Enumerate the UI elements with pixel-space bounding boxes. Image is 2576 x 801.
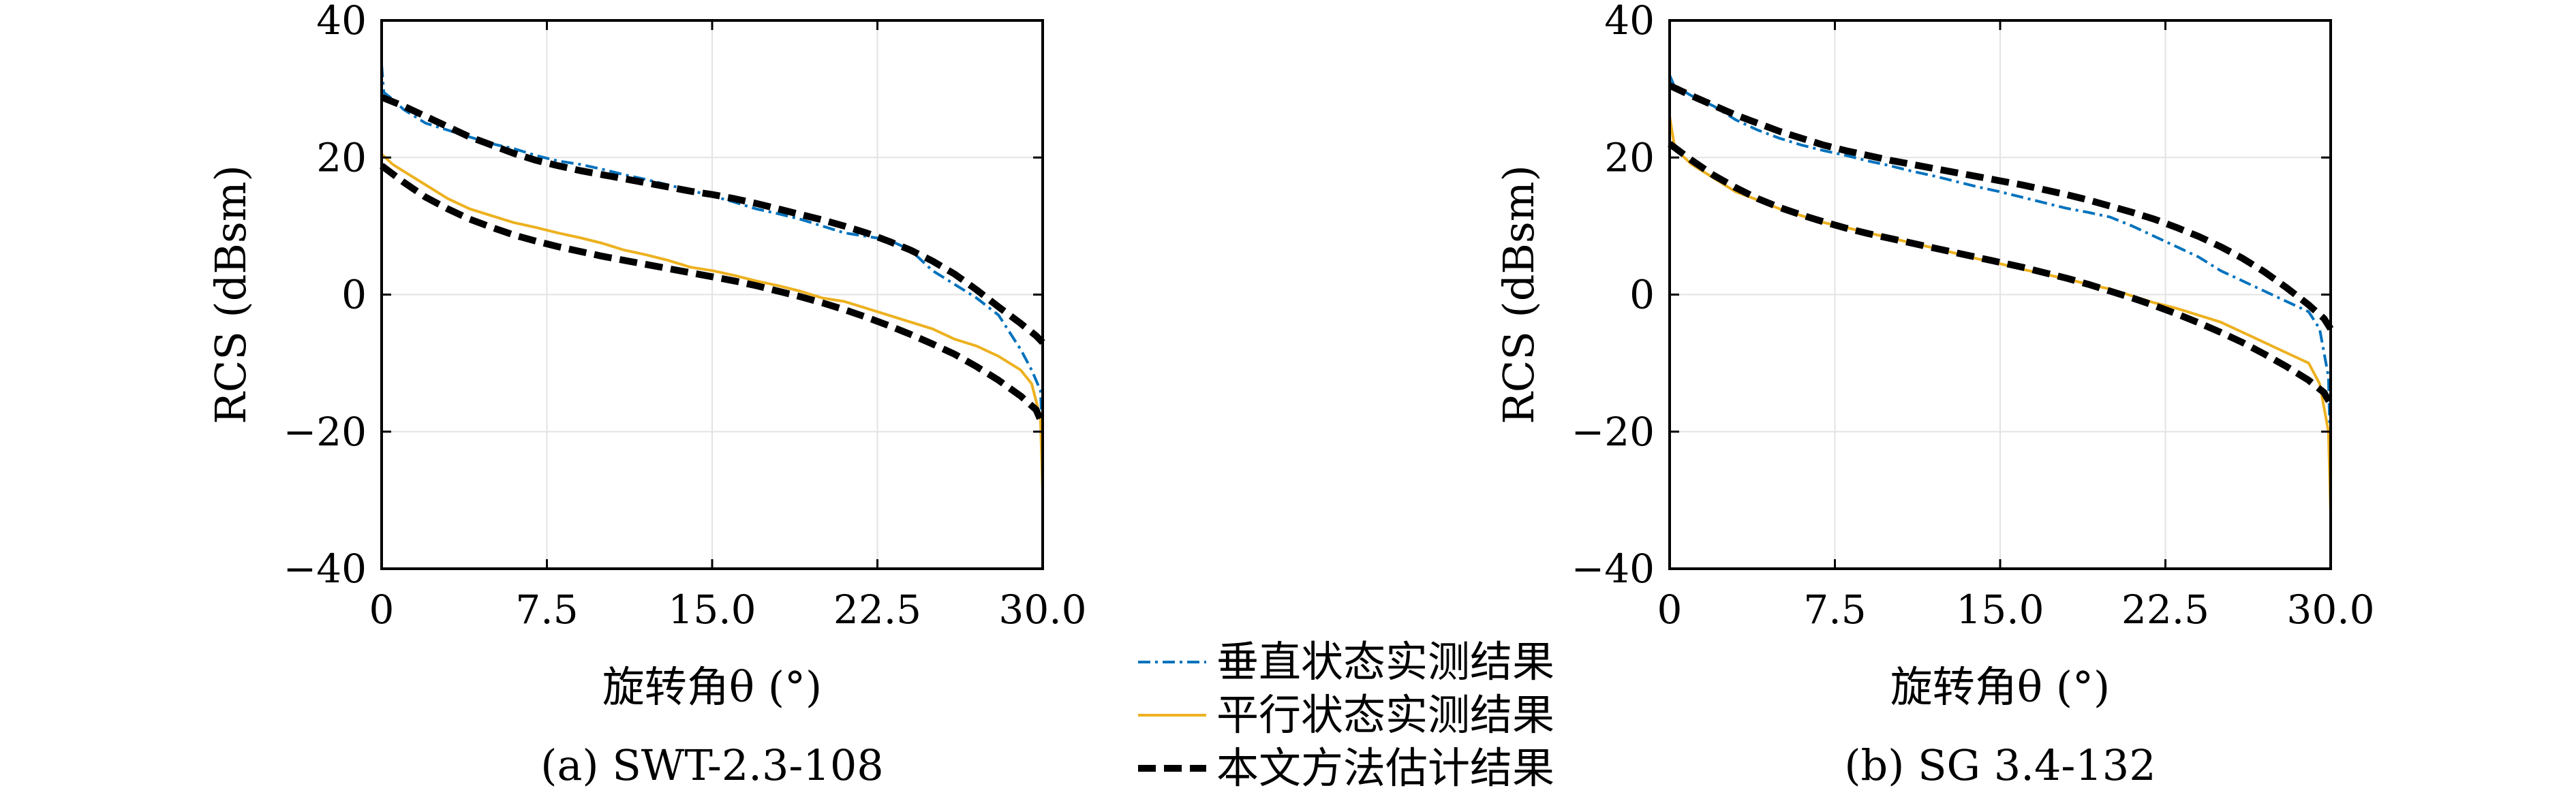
chart-panel-b: 0 7.5 15.0 22.5 30.0 −40 −20 0 20 40 旋转角θ (°) RCS (… (1494, 0, 2375, 790)
series-line-a-1 (380, 153, 1044, 494)
legend-label-estimate: 本文方法估计结果 (1216, 743, 1554, 793)
legend: 垂直状态实测结果 平行状态实测结果 本文方法估计结果 (1138, 637, 1554, 793)
series-line-a-2 (380, 94, 1045, 345)
panel-caption-b: (b) SG 3.4-132 (1844, 740, 2156, 790)
x-tick-label-b-4: 30.0 (2286, 586, 2374, 633)
y-tick-label-a-3: 20 (316, 134, 367, 180)
y-tick-label-b-2: 0 (1629, 272, 1655, 318)
series-line-b-2 (1668, 82, 2334, 331)
y-tick-label-a-1: −20 (283, 409, 367, 455)
x-tick-label-b-2: 15.0 (1956, 586, 2044, 633)
y-axis-label-a: RCS (dBsm) (206, 165, 256, 424)
legend-label-parallel: 平行状态实测结果 (1216, 690, 1554, 740)
y-tick-label-b-0: −40 (1571, 546, 1655, 592)
x-tick-label-a-2: 15.0 (668, 586, 756, 633)
chart-panel-a: 0 7.5 15.0 22.5 30.0 −40 −20 0 20 40 旋转角θ (°) RCS (… (206, 0, 1087, 790)
x-tick-label-a-1: 7.5 (515, 586, 578, 633)
x-tick-label-a-3: 22.5 (833, 586, 921, 633)
x-axis-label-b: 旋转角θ (°) (1890, 662, 2110, 712)
x-tick-label-b-0: 0 (1657, 586, 1683, 633)
x-axis-label-a: 旋转角θ (°) (602, 662, 822, 712)
y-tick-label-b-4: 40 (1604, 0, 1655, 44)
series-line-b-3 (1668, 141, 2334, 406)
series-line-a-3 (380, 163, 1046, 426)
y-axis-label-b: RCS (dBsm) (1494, 165, 1544, 424)
y-tick-label-b-1: −20 (1571, 409, 1655, 455)
y-tick-label-a-2: 0 (341, 272, 367, 318)
series-line-b-1 (1668, 116, 2332, 514)
y-tick-label-a-0: −40 (283, 546, 367, 592)
y-tick-label-a-4: 40 (316, 0, 367, 44)
legend-label-vertical: 垂直状态实测结果 (1216, 637, 1554, 687)
x-tick-label-a-4: 30.0 (998, 586, 1086, 633)
x-tick-label-b-3: 22.5 (2121, 586, 2209, 633)
x-tick-label-b-1: 7.5 (1803, 586, 1866, 633)
panel-caption-a: (a) SWT-2.3-108 (540, 740, 883, 790)
x-tick-label-a-0: 0 (369, 586, 395, 633)
y-tick-label-b-3: 20 (1604, 134, 1655, 180)
